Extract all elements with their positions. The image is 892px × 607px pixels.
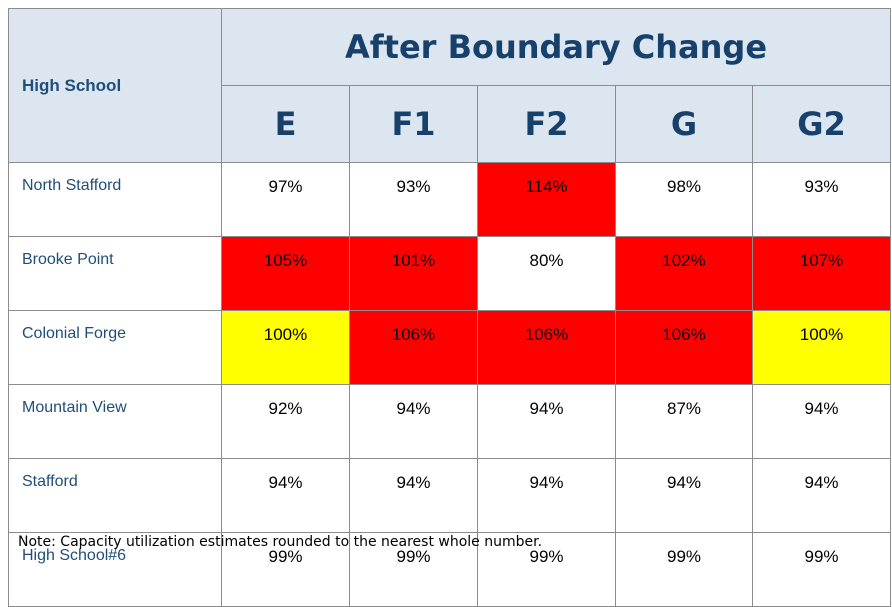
column-header-g: G (615, 85, 753, 163)
utilization-cell: 93% (349, 162, 478, 237)
utilization-cell: 101% (349, 236, 478, 311)
school-name: Colonial Forge (8, 310, 222, 385)
utilization-cell: 106% (477, 310, 616, 385)
footnote: Note: Capacity utilization estimates rou… (18, 534, 543, 550)
utilization-cell: 102% (615, 236, 753, 311)
utilization-cell: 93% (752, 162, 891, 237)
utilization-cell: 107% (752, 236, 891, 311)
utilization-cell: 94% (349, 458, 478, 533)
utilization-cell: 94% (477, 458, 616, 533)
utilization-cell: 94% (349, 384, 478, 459)
school-name: Mountain View (8, 384, 222, 459)
table-row: Brooke Point 105% 101% 80% 102% 107% (8, 236, 891, 311)
utilization-cell: 92% (221, 384, 350, 459)
table-row: Mountain View 92% 94% 94% 87% 94% (8, 384, 891, 459)
school-name: Stafford (8, 458, 222, 533)
table-row: Stafford 94% 94% 94% 94% 94% (8, 458, 891, 533)
utilization-cell: 100% (221, 310, 350, 385)
utilization-cell: 94% (615, 458, 753, 533)
utilization-cell: 106% (615, 310, 753, 385)
utilization-cell: 87% (615, 384, 753, 459)
table-row: Colonial Forge 100% 106% 106% 106% 100% (8, 310, 891, 385)
table-title: After Boundary Change (221, 8, 891, 86)
column-header-f1: F1 (349, 85, 478, 163)
utilization-cell: 97% (221, 162, 350, 237)
capacity-table: High School After Boundary Change E F1 F… (8, 8, 891, 607)
utilization-cell: 106% (349, 310, 478, 385)
utilization-cell: 99% (615, 532, 753, 607)
column-header-f2: F2 (477, 85, 616, 163)
column-header-e: E (221, 85, 350, 163)
column-header-g2: G2 (752, 85, 891, 163)
utilization-cell: 94% (752, 458, 891, 533)
utilization-cell: 100% (752, 310, 891, 385)
utilization-cell: 105% (221, 236, 350, 311)
table-row: North Stafford 97% 93% 114% 98% 93% (8, 162, 891, 237)
utilization-cell: 94% (477, 384, 616, 459)
school-name: North Stafford (8, 162, 222, 237)
utilization-cell: 114% (477, 162, 616, 237)
utilization-cell: 99% (752, 532, 891, 607)
utilization-cell: 94% (221, 458, 350, 533)
utilization-cell: 94% (752, 384, 891, 459)
school-name: Brooke Point (8, 236, 222, 311)
utilization-cell: 80% (477, 236, 616, 311)
utilization-cell: 98% (615, 162, 753, 237)
row-header-label: High School (8, 8, 222, 163)
